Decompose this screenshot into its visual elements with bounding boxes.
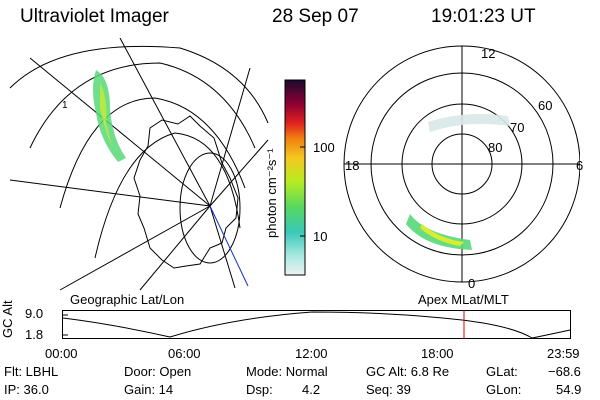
- lat-label-60: 60: [538, 98, 553, 113]
- alt-xtick-2359: 23:59: [547, 346, 580, 361]
- colorbar-unit-label: photon cm⁻²s⁻¹: [264, 148, 279, 238]
- app-title: Ultraviolet Imager: [20, 6, 169, 27]
- orbit-altitude-curve: [62, 311, 571, 339]
- info-glon-label: GLon:: [486, 382, 522, 397]
- info-door: Door: Open: [124, 364, 192, 379]
- info-glat-label: GLat:: [486, 364, 518, 379]
- info-seq: Seq: 39: [366, 382, 411, 397]
- info-mode: Mode: Normal: [246, 364, 328, 379]
- mlt-label-18: 18: [345, 158, 360, 173]
- mlt-label-6: 6: [576, 158, 584, 173]
- info-dsp-label: Dsp:: [246, 382, 273, 397]
- time-label: 19:01:23 UT: [431, 6, 536, 27]
- geographic-map: 1: [9, 37, 269, 291]
- dayside-emission: [428, 114, 510, 132]
- info-glat-value: −68.6: [548, 364, 581, 379]
- alt-ytick-1-8: 1.8: [25, 327, 44, 342]
- lat-label-70: 70: [510, 120, 525, 135]
- mlt-label-0: 0: [468, 276, 476, 291]
- alt-ylabel: GC Alt: [0, 300, 15, 338]
- lat-label-80: 80: [488, 140, 503, 155]
- coastline: [133, 115, 239, 269]
- polar-plot: [343, 45, 580, 283]
- info-ip: IP: 36.0: [4, 382, 49, 397]
- aurora-emission: [93, 70, 126, 162]
- colorbar-tick-100: 100: [313, 140, 335, 155]
- colorbar-gradient: [284, 79, 306, 276]
- alt-ytick-9: 9.0: [25, 306, 44, 321]
- info-dsp-value: 4.2: [302, 382, 321, 397]
- colorbar-tick-10: 10: [313, 229, 328, 244]
- geographic-label: Geographic Lat/Lon: [70, 292, 185, 307]
- altitude-chart: [62, 310, 571, 339]
- info-glon-value: 54.9: [556, 382, 582, 397]
- alt-xtick-0600: 06:00: [168, 346, 201, 361]
- date-label: 28 Sep 07: [272, 6, 359, 27]
- info-gc-alt: GC Alt: 6.8 Re: [366, 364, 450, 379]
- svg-text:1: 1: [62, 100, 68, 111]
- alt-xtick-0000: 00:00: [45, 346, 78, 361]
- mlt-label-12: 12: [481, 46, 496, 61]
- apex-label: Apex MLat/MLT: [418, 292, 509, 307]
- alt-xtick-1200: 12:00: [295, 346, 328, 361]
- terminator-line: [209, 205, 249, 287]
- color-scale: photon cm⁻²s⁻¹: [264, 79, 306, 276]
- alt-xtick-1800: 18:00: [421, 346, 454, 361]
- info-flt: Flt: LBHL: [4, 364, 59, 379]
- info-gain: Gain: 14: [124, 382, 174, 397]
